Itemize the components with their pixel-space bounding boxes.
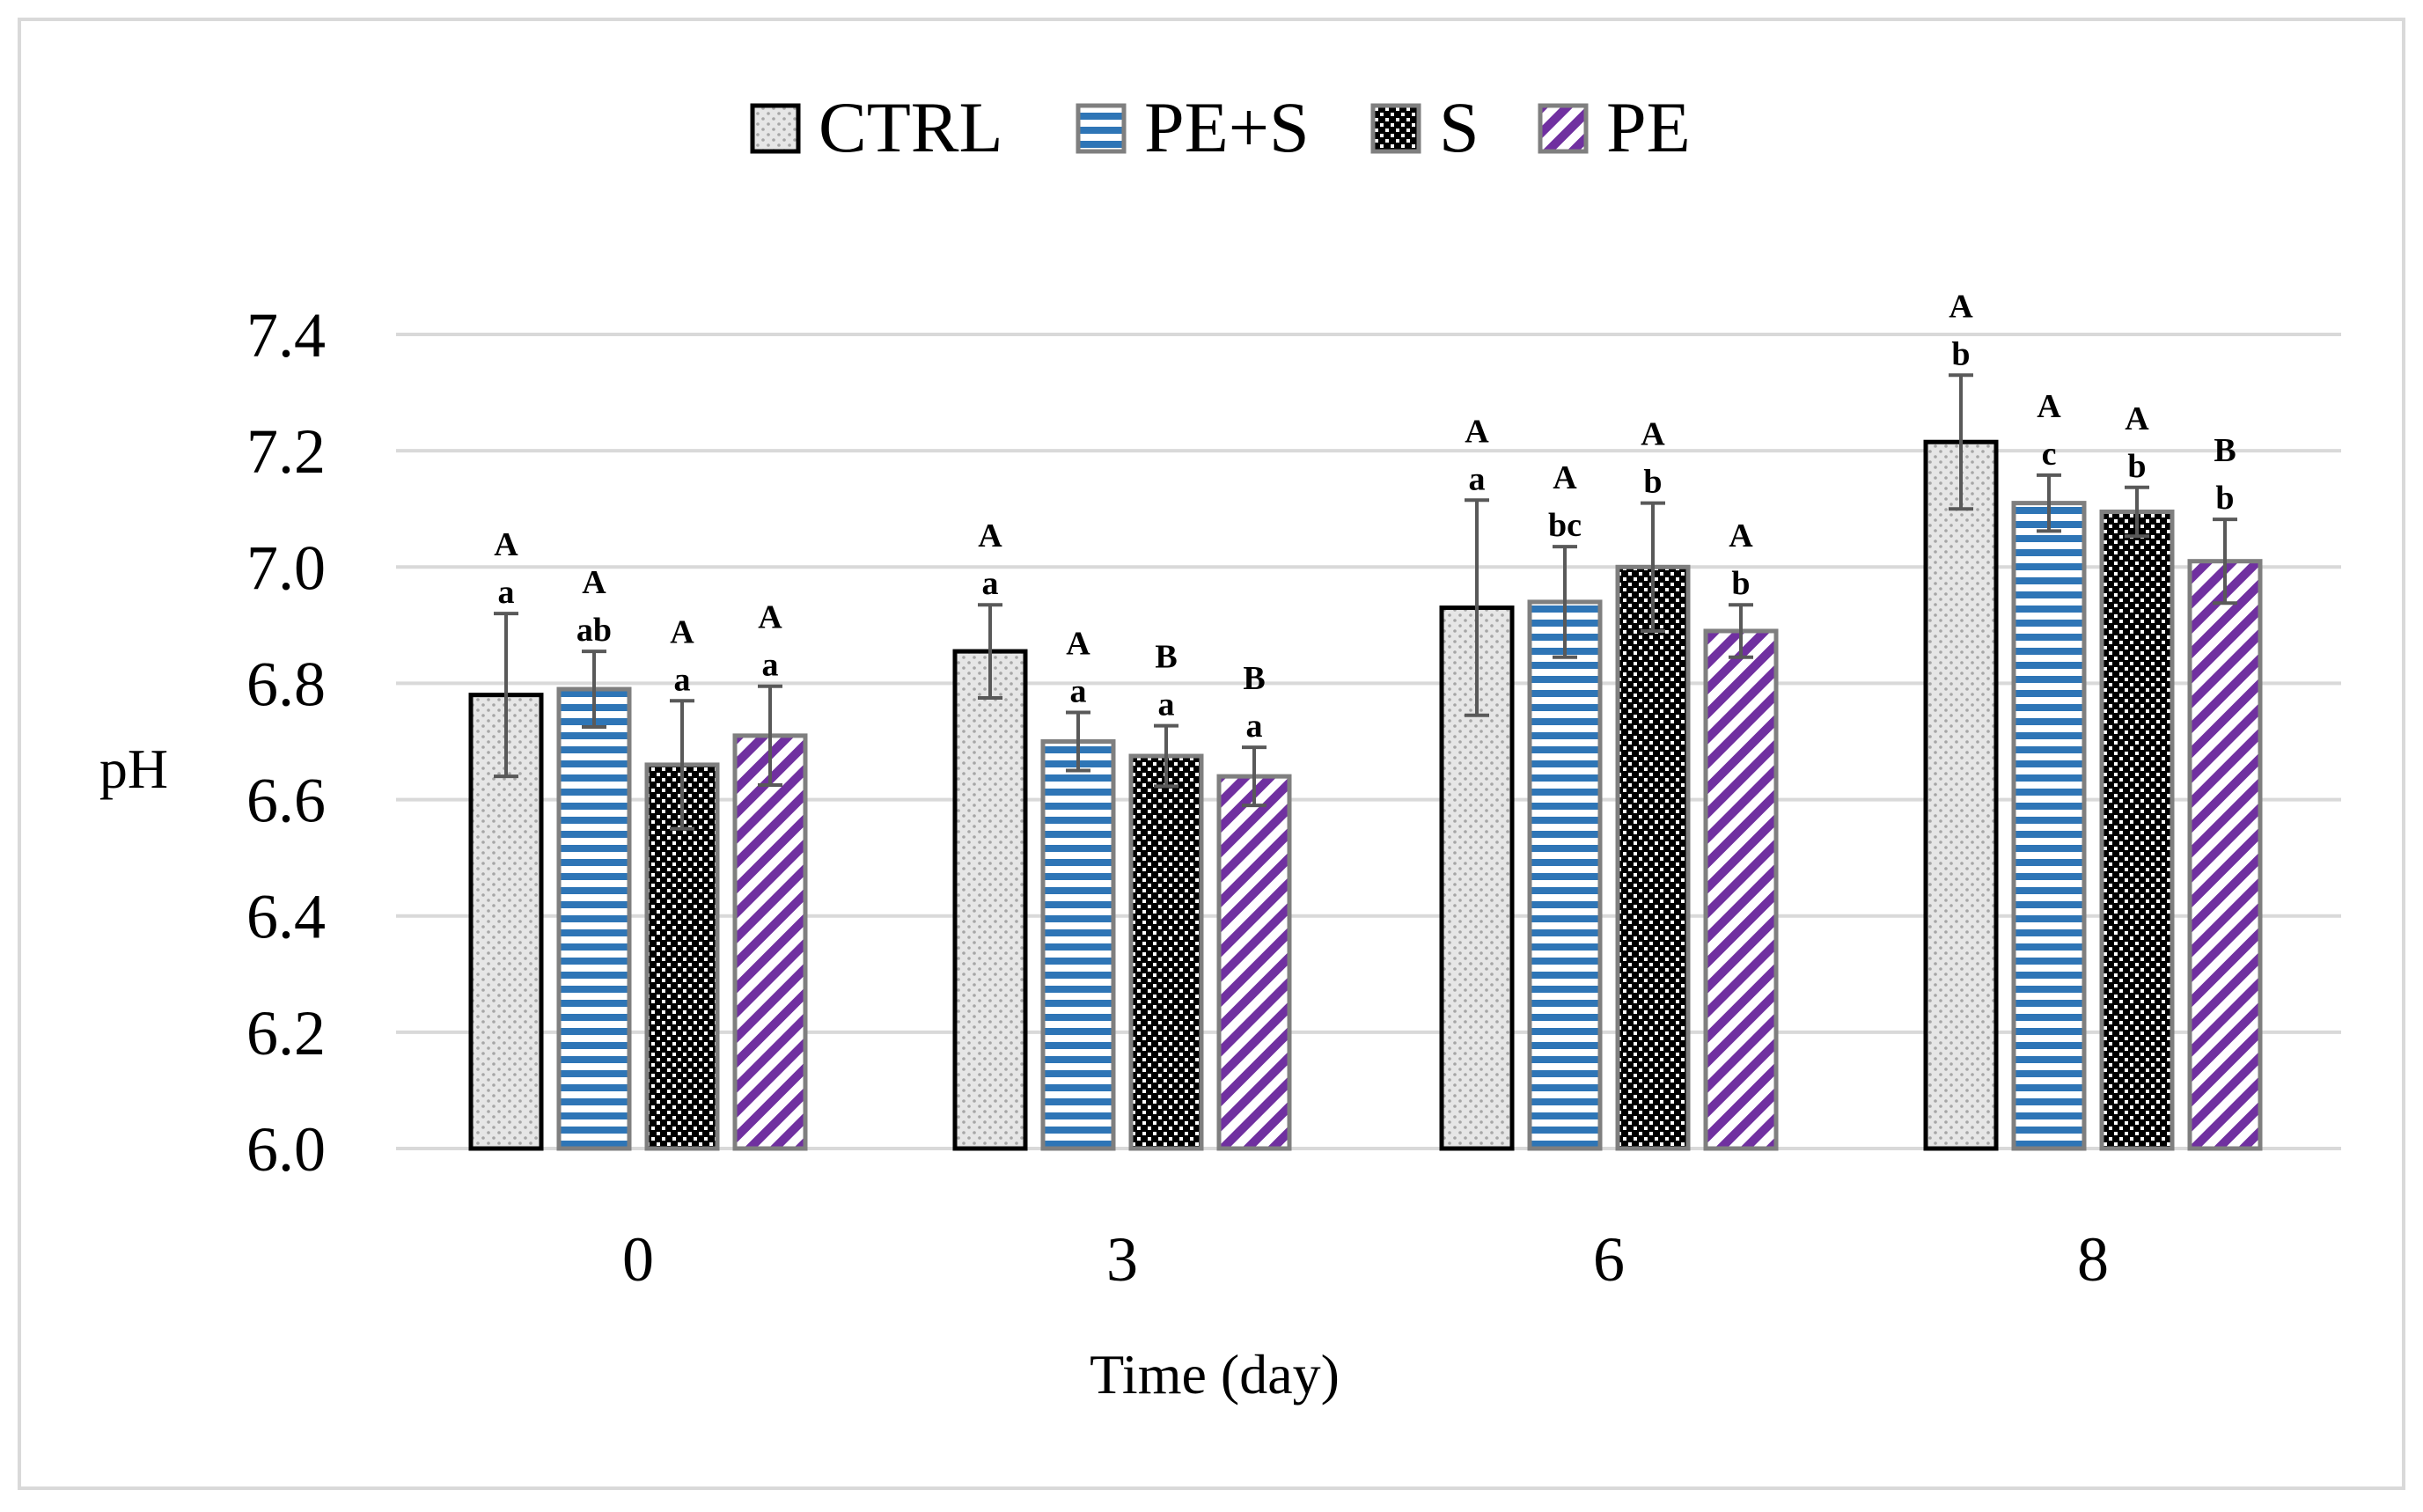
sig-letter-upper: A [1553,459,1577,496]
x-tick-label: 0 [622,1224,654,1295]
sig-letter-lower: b [2127,448,2146,485]
x-axis-title: Time (day) [1090,1343,1340,1406]
sig-letter-upper: A [978,517,1002,554]
bar-ctrl-day-3 [952,649,1028,1151]
x-tick-label: 3 [1106,1224,1138,1295]
sig-letter-upper: A [2037,388,2061,425]
legend-swatch-pe [1538,103,1589,154]
sig-letter-lower: a [1469,460,1486,497]
bar-s-day-6 [1615,564,1691,1151]
x-tick-label: 8 [2077,1224,2109,1295]
chart-border [18,18,2405,1490]
sig-letter-upper: A [1641,416,1665,453]
bar-pe-day-0 [732,733,808,1151]
y-tick-label: 7.0 [246,532,326,603]
y-tick-label: 7.2 [246,416,326,487]
legend-label: PE [1606,87,1691,167]
sig-letter-upper: A [582,564,606,601]
y-tick-label: 7.4 [246,300,326,371]
sig-letter-lower: bc [1548,507,1582,544]
sig-letter-lower: ab [576,612,612,649]
legend-label: CTRL [819,87,1003,167]
sig-letter-lower: b [1951,335,1970,372]
sig-letter-upper: A [1949,288,1973,325]
sig-letter-upper: A [758,599,782,636]
sig-letter-upper: A [1729,517,1753,554]
bar-s-day-8 [2099,510,2175,1151]
y-tick-label: 6.4 [246,882,326,952]
y-axis-title: pH [99,738,168,800]
legend-swatch-s [1370,103,1421,154]
y-tick-label: 6.6 [246,766,326,836]
bar-pe-day-6 [1703,628,1779,1151]
legend: CTRL PE+S S PE [750,87,1691,167]
sig-letter-lower: a [982,565,999,602]
y-tick-label: 6.0 [246,1114,326,1185]
sig-letter-lower: c [2042,436,2057,473]
bar-pe-s-day-6 [1527,599,1603,1151]
bar-s-day-3 [1128,753,1204,1151]
y-tick-label: 6.2 [246,998,326,1068]
bar-pe-day-3 [1216,774,1292,1151]
legend-label: S [1439,87,1479,167]
sig-letter-upper: A [494,526,518,563]
error-bars [494,373,2237,831]
sig-letter-lower: b [2215,480,2234,517]
x-tick-label: 6 [1593,1224,1625,1295]
sig-letter-lower: b [1731,565,1750,602]
sig-letter-upper: A [2125,400,2149,437]
sig-letter-lower: a [1158,686,1175,723]
y-tick-label: 6.8 [246,649,326,719]
sig-letter-lower: b [1643,464,1662,501]
bars [468,439,2263,1151]
bar-pe-s-day-8 [2011,501,2087,1151]
sig-letter-lower: a [1070,672,1087,709]
sig-letter-upper: A [1465,413,1489,450]
sig-letter-lower: a [498,574,515,611]
legend-label: PE+S [1144,87,1310,167]
sig-letter-upper: A [1066,625,1090,662]
sig-letter-upper: B [1155,639,1177,676]
bar-pe-s-day-0 [556,686,632,1151]
bar-pe-s-day-3 [1040,739,1116,1151]
sig-letter-upper: B [2214,432,2236,469]
y-axis-ticks: 6.0 6.2 6.4 6.6 6.8 7.0 7.2 7.4 [246,300,326,1185]
sig-letter-lower: a [762,647,779,684]
sig-letter-lower: a [674,661,691,698]
x-axis-ticks: 0 3 6 8 [622,1224,2109,1295]
sig-letter-lower: a [1246,708,1263,745]
sig-letter-upper: A [670,613,694,650]
sig-letter-upper: B [1243,660,1265,697]
legend-swatch-pe-s [1076,103,1127,154]
bar-pe-day-8 [2187,559,2263,1151]
bar-ctrl-day-8 [1923,439,1999,1151]
legend-swatch-ctrl [750,103,801,154]
